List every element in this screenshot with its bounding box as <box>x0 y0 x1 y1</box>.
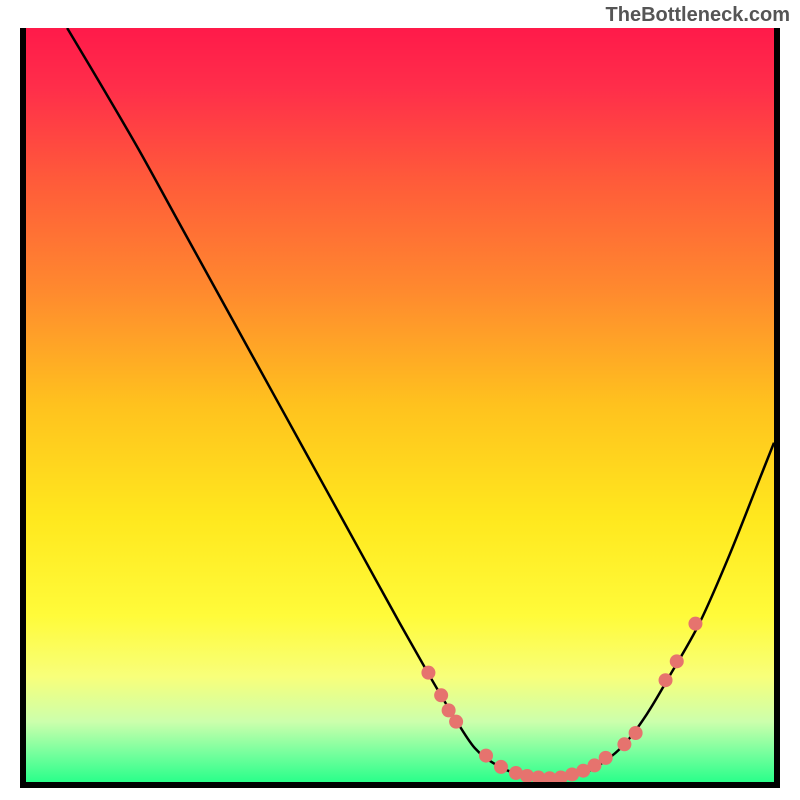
data-marker <box>494 760 508 774</box>
data-marker <box>421 666 435 680</box>
data-marker <box>449 715 463 729</box>
bottleneck-curve <box>67 28 774 778</box>
chart-container: TheBottleneck.com <box>0 0 800 800</box>
curve-layer <box>26 28 774 782</box>
data-marker <box>434 688 448 702</box>
data-marker <box>629 726 643 740</box>
chart-area <box>20 28 780 788</box>
data-marker <box>599 751 613 765</box>
data-marker <box>617 737 631 751</box>
markers-group <box>421 617 702 782</box>
data-marker <box>688 617 702 631</box>
data-marker <box>659 673 673 687</box>
data-marker <box>670 654 684 668</box>
data-marker <box>479 749 493 763</box>
watermark-text: TheBottleneck.com <box>606 4 790 27</box>
